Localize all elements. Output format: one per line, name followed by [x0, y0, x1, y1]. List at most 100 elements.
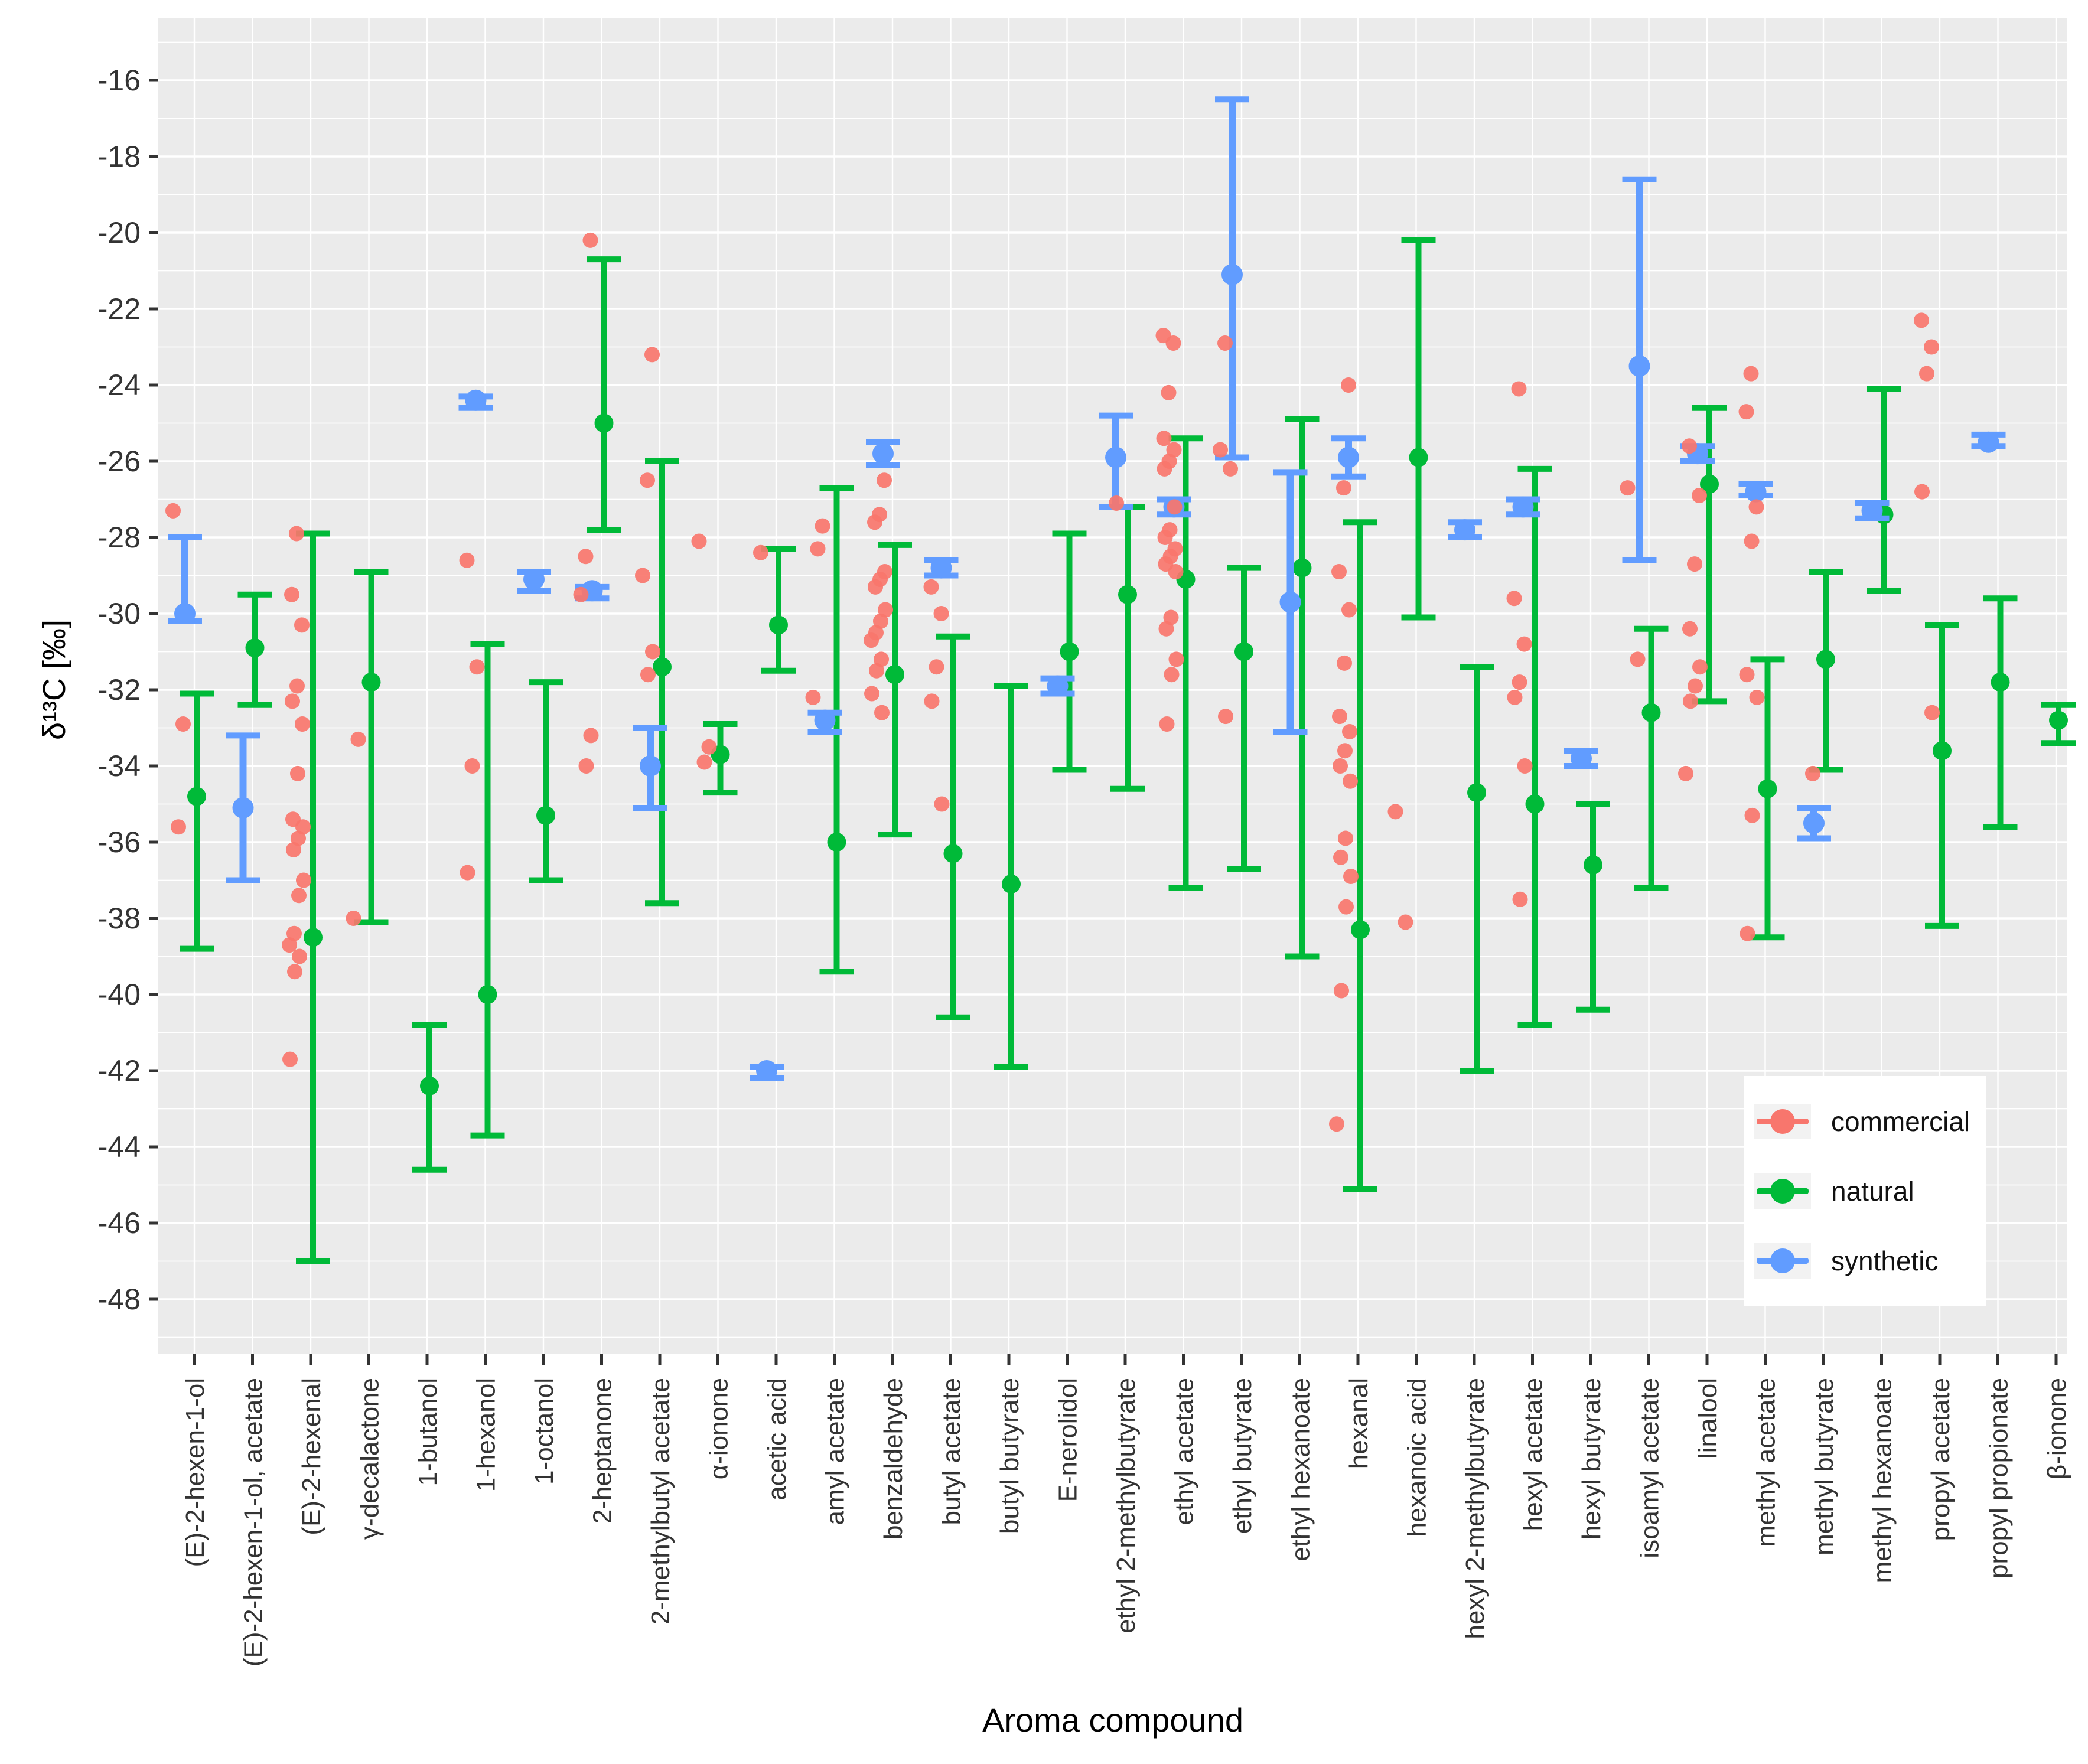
x-tick-label: ethyl butyrate [1228, 1378, 1257, 1534]
commercial-point [1338, 899, 1354, 915]
commercial-point [1341, 377, 1356, 393]
x-tick-label: hexanoic acid [1403, 1378, 1432, 1537]
commercial-point [350, 731, 366, 747]
commercial-point [1749, 689, 1765, 705]
y-tick-label: -20 [98, 216, 141, 249]
mean-point [1700, 474, 1719, 494]
commercial-point [933, 606, 949, 621]
commercial-point [1157, 530, 1173, 545]
commercial-point [1748, 499, 1764, 515]
commercial-point [1511, 381, 1527, 397]
commercial-point [924, 693, 940, 709]
commercial-point [287, 964, 302, 980]
y-axis-title: δ¹³C [‰] [37, 619, 72, 741]
commercial-point [644, 347, 660, 363]
commercial-point [1342, 723, 1357, 739]
x-tick-label: ethyl 2-methylbutyrate [1112, 1378, 1141, 1633]
legend-item-natural: natural [1754, 1156, 1970, 1226]
commercial-point [1332, 709, 1347, 725]
commercial-point [291, 888, 307, 904]
x-tick-label: 1-octanol [530, 1378, 559, 1485]
mean-point [1047, 675, 1069, 697]
x-tick-label: benzaldehyde [879, 1378, 908, 1540]
commercial-point [1692, 659, 1708, 675]
x-tick-label: isoamyl acetate [1636, 1378, 1664, 1558]
mean-point [1861, 500, 1883, 521]
commercial-point [640, 472, 655, 488]
legend-item-commercial: commercial [1754, 1087, 1970, 1156]
commercial-point [1167, 499, 1183, 515]
commercial-point [1688, 678, 1703, 694]
commercial-point [1687, 556, 1702, 572]
commercial-point [469, 659, 485, 675]
commercial-point [1159, 716, 1175, 732]
commercial-point [877, 472, 892, 488]
y-tick-label: -22 [98, 292, 141, 325]
natural-pointrange-icon [1754, 1173, 1811, 1209]
commercial-point [1157, 461, 1172, 477]
commercial-point [1337, 743, 1353, 759]
y-tick-label: -44 [98, 1130, 141, 1163]
commercial-point [573, 586, 589, 602]
commercial-point [1512, 674, 1527, 690]
commercial-point [1156, 431, 1172, 446]
x-tick-label: propyl acetate [1926, 1378, 1955, 1541]
commercial-point [1744, 807, 1760, 823]
commercial-point [1678, 765, 1693, 781]
commercial-point [1682, 621, 1698, 637]
commercial-point [1924, 339, 1939, 355]
commercial-point [810, 541, 826, 557]
commercial-point [578, 758, 594, 774]
mean-point [1803, 812, 1825, 834]
commercial-point [1805, 765, 1820, 781]
mean-point [523, 568, 545, 590]
commercial-point [701, 739, 717, 755]
legend-label: commercial [1831, 1106, 1970, 1137]
x-tick-label: methyl acetate [1752, 1378, 1781, 1547]
commercial-point [1630, 651, 1646, 667]
mean-point [361, 673, 381, 692]
commercial-point [696, 754, 712, 770]
x-tick-label: (E)-2-hexen-1-ol [181, 1378, 210, 1567]
mean-point [1221, 263, 1243, 285]
x-tick-label: methyl butyrate [1810, 1378, 1839, 1556]
x-tick-label: methyl hexanoate [1868, 1378, 1897, 1583]
mean-point [1454, 519, 1475, 541]
mean-point [814, 709, 836, 731]
mean-point [232, 797, 254, 819]
commercial-point [874, 705, 890, 720]
mean-point [1758, 779, 1777, 798]
commercial-point [165, 503, 181, 519]
commercial-point [1738, 404, 1754, 420]
commercial-point [296, 872, 311, 888]
commercial-point [1398, 914, 1413, 930]
commercial-point [282, 1051, 298, 1067]
commercial-point [290, 765, 305, 781]
mean-point [1933, 741, 1952, 761]
x-axis-title: Aroma compound [982, 1701, 1243, 1739]
commercial-point [1217, 335, 1233, 351]
commercial-point [286, 842, 301, 857]
y-tick-label: -34 [98, 749, 141, 782]
commercial-point [815, 518, 830, 534]
x-tick-label: E-nerolidol [1054, 1378, 1083, 1502]
y-tick-label: -18 [98, 140, 141, 173]
x-tick-label: α-ionone [705, 1378, 734, 1479]
commercial-point [1512, 891, 1528, 907]
mean-point [930, 557, 952, 579]
y-tick-label: -36 [98, 826, 141, 859]
x-tick-label: 1-hexanol [472, 1378, 501, 1492]
mean-point [1467, 783, 1486, 803]
commercial-point [1739, 667, 1755, 683]
y-tick-label: -28 [98, 521, 141, 554]
commercial-point [1218, 709, 1233, 725]
mean-point [478, 985, 497, 1004]
commercial-point [1516, 636, 1532, 652]
commercial-pointrange-icon [1754, 1104, 1811, 1139]
commercial-point [1333, 849, 1348, 865]
commercial-point [929, 659, 944, 675]
y-tick-label: -48 [98, 1283, 141, 1316]
commercial-point [295, 716, 310, 732]
commercial-point [1341, 602, 1357, 618]
mean-point [1525, 794, 1545, 814]
